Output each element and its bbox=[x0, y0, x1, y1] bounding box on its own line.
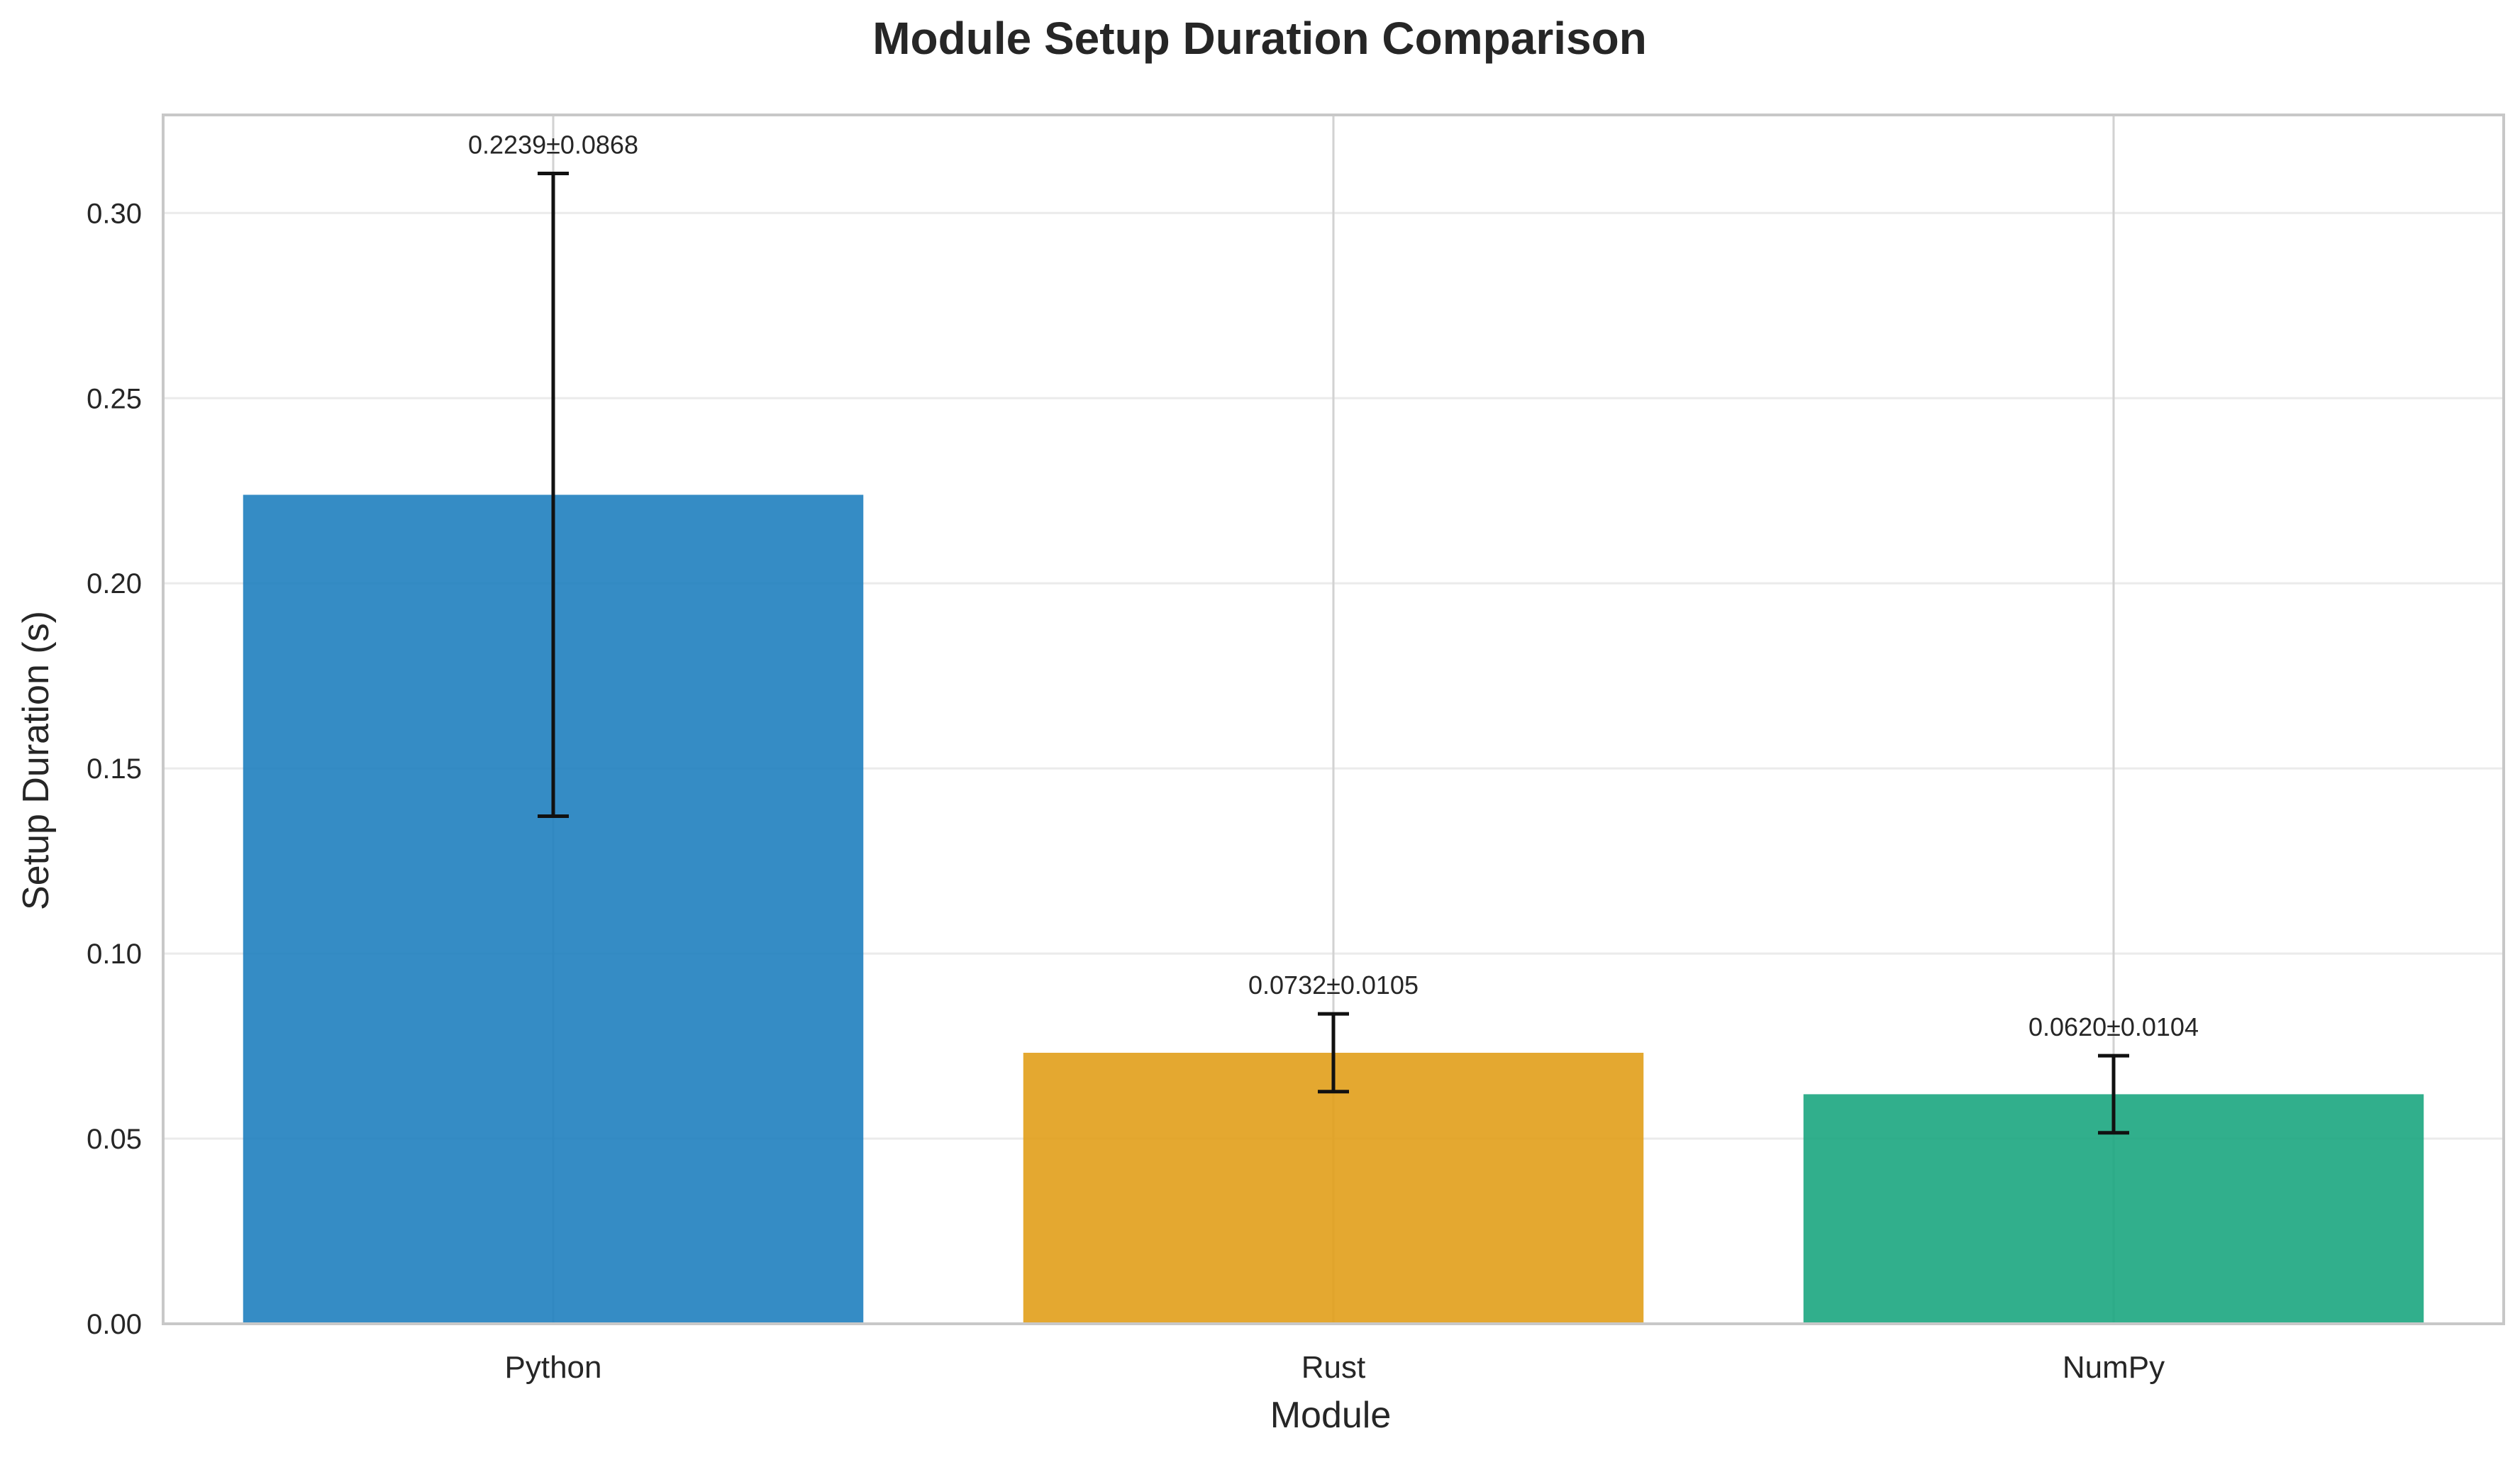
x-tick-label: Rust bbox=[1301, 1350, 1365, 1385]
x-axis-label: Module bbox=[1270, 1395, 1392, 1436]
data-label: 0.2239±0.0868 bbox=[468, 130, 638, 159]
y-axis-label: Setup Duration (s) bbox=[16, 611, 57, 910]
y-tick-label: 0.20 bbox=[87, 568, 142, 599]
y-tick-label: 0.15 bbox=[87, 753, 142, 785]
x-tick-labels: Python Rust NumPy bbox=[505, 1350, 2165, 1385]
bar bbox=[1023, 1052, 1644, 1324]
y-tick-label: 0.10 bbox=[87, 939, 142, 970]
bar-layer bbox=[243, 494, 2424, 1324]
chart-title: Module Setup Duration Comparison bbox=[872, 13, 1647, 64]
error-bar-layer bbox=[538, 171, 2129, 1135]
data-label: 0.0620±0.0104 bbox=[2028, 1012, 2199, 1041]
y-tick-label: 0.30 bbox=[87, 198, 142, 229]
data-label: 0.0732±0.0105 bbox=[1248, 970, 1419, 1000]
x-tick-label: NumPy bbox=[2063, 1350, 2165, 1385]
data-label-layer: 0.2239±0.0868 0.0732±0.0105 0.0620±0.0104 bbox=[468, 130, 2199, 1041]
y-tick-label: 0.25 bbox=[87, 383, 142, 414]
y-tick-label: 0.00 bbox=[87, 1309, 142, 1340]
y-tick-label: 0.05 bbox=[87, 1124, 142, 1155]
plot-frame bbox=[162, 114, 2505, 1325]
y-tick-labels: 0.00 0.05 0.10 0.15 0.20 0.25 0.30 bbox=[87, 198, 142, 1340]
x-tick-label: Python bbox=[505, 1350, 602, 1385]
